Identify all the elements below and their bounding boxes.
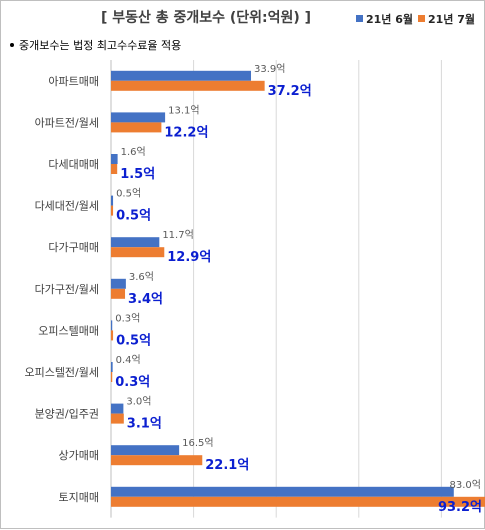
data-label-series-2: 0.5억 xyxy=(116,333,151,348)
category-label: 다가구매매 xyxy=(48,241,99,254)
bar-series-1 xyxy=(111,403,124,414)
category-label: 오피스텔매매 xyxy=(38,324,99,337)
data-label-series-2: 0.3억 xyxy=(115,375,150,390)
legend-swatch-series-1 xyxy=(356,15,363,22)
bar-series-1 xyxy=(111,278,126,289)
data-label-series-2: 93.2억 xyxy=(438,500,482,515)
data-label-series-2: 0.5억 xyxy=(116,209,151,224)
bar-series-2 xyxy=(111,372,113,382)
bar-series-2 xyxy=(111,330,114,341)
bar-series-1 xyxy=(111,154,118,164)
bar-series-1 xyxy=(111,195,114,206)
data-label-series-2: 22.1억 xyxy=(205,458,249,473)
category-label: 아파트매매 xyxy=(48,75,99,88)
category-label: 아파트전/월세 xyxy=(35,116,99,129)
chart-note-text: 중개보수는 법정 최고수수료율 적용 xyxy=(19,39,181,52)
legend-label-series-2: 21년 7월 xyxy=(428,12,475,26)
bar-series-2 xyxy=(111,288,126,299)
chart-title: [ 부동산 총 중개보수 (단위:억원) ] xyxy=(101,9,311,26)
category-label: 다세대전/월세 xyxy=(35,200,99,213)
chart-note: 중개보수는 법정 최고수수료율 적용 xyxy=(10,39,181,52)
category-label: 오피스텔전/월세 xyxy=(24,366,99,379)
data-label-series-1: 3.0억 xyxy=(126,396,151,408)
bar-series-1 xyxy=(111,237,160,248)
bar-series-1 xyxy=(111,445,180,456)
bar-series-2 xyxy=(111,205,114,216)
legend: 21년 6월 21년 7월 xyxy=(356,12,475,26)
category-label: 다가구전/월세 xyxy=(35,283,99,296)
data-label-series-1: 33.9억 xyxy=(254,63,285,75)
bar-series-2 xyxy=(111,413,124,424)
category-label: 토지매매 xyxy=(59,491,99,504)
data-label-series-2: 12.2억 xyxy=(164,125,208,140)
data-label-series-1: 11.7억 xyxy=(162,229,193,241)
bar-series-2 xyxy=(111,80,265,91)
category-label: 상가매매 xyxy=(59,449,99,462)
note-bullet xyxy=(10,43,14,47)
category-label: 분양권/입주권 xyxy=(35,408,99,421)
data-label-series-1: 0.3억 xyxy=(115,312,140,324)
data-label-series-1: 0.5억 xyxy=(116,188,141,200)
legend-label-series-1: 21년 6월 xyxy=(366,12,413,26)
data-label-series-2: 37.2억 xyxy=(268,84,312,99)
bar-series-2 xyxy=(111,164,118,174)
data-label-series-1: 0.4억 xyxy=(116,354,141,366)
bar-series-1 xyxy=(111,70,252,81)
bar-series-1 xyxy=(111,362,113,372)
data-label-series-2: 1.5억 xyxy=(120,167,155,182)
data-label-series-2: 3.1억 xyxy=(127,417,162,432)
bar-series-1 xyxy=(111,112,166,123)
data-label-series-2: 12.9억 xyxy=(167,250,211,265)
bar-series-1 xyxy=(111,486,454,497)
data-label-series-1: 83.0억 xyxy=(450,479,481,491)
category-label: 다세대매매 xyxy=(48,158,99,171)
data-label-series-1: 16.5억 xyxy=(182,437,213,449)
bar-series-2 xyxy=(111,455,203,466)
bar-series-2 xyxy=(111,247,165,258)
data-label-series-1: 13.1억 xyxy=(168,104,199,116)
data-label-series-2: 3.4억 xyxy=(128,292,163,307)
bar-series-1 xyxy=(111,320,113,331)
bar-series-2 xyxy=(111,122,162,133)
legend-swatch-series-2 xyxy=(418,15,425,22)
data-label-series-1: 1.6억 xyxy=(121,146,146,158)
bar-series-2 xyxy=(111,496,485,507)
data-label-series-1: 3.6억 xyxy=(129,271,154,283)
